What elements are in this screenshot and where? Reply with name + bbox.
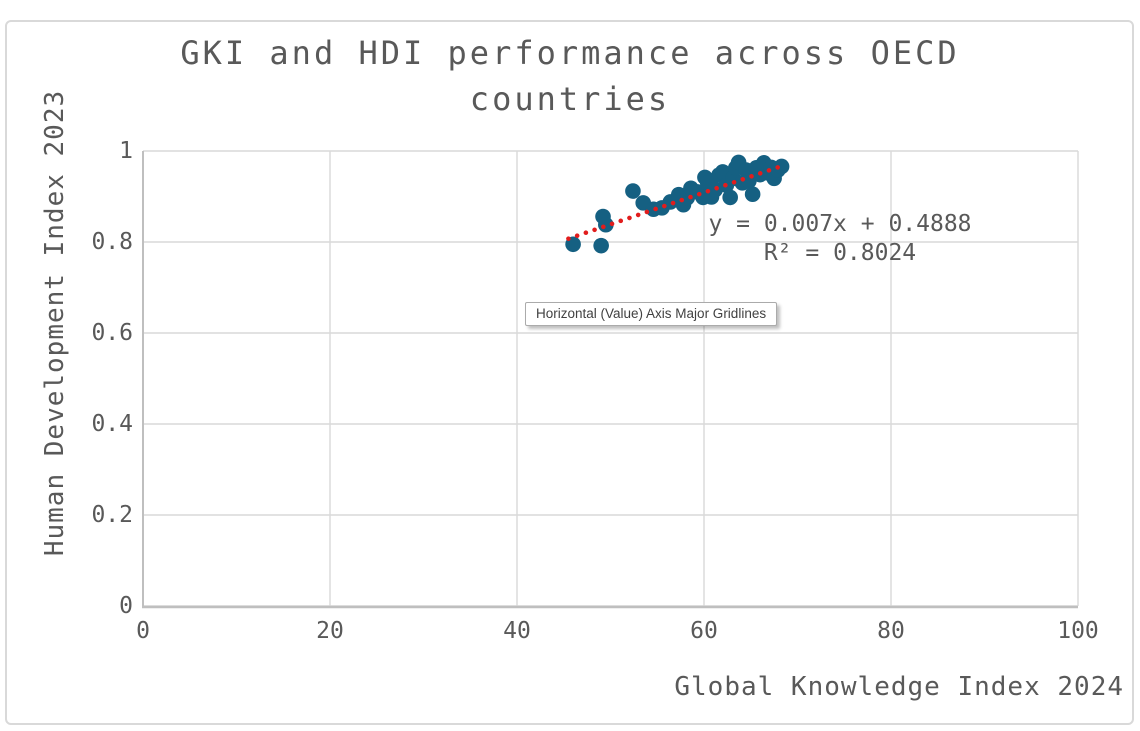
x-tick-label[interactable]: 100	[1057, 618, 1099, 644]
x-tick-label[interactable]: 20	[316, 618, 344, 644]
y-tick-label[interactable]: 1	[119, 138, 133, 164]
trendline-equation-line: y = 0.007x + 0.4888	[708, 211, 972, 237]
y-tick-label[interactable]: 0.4	[91, 411, 133, 437]
data-point[interactable]	[593, 237, 609, 254]
y-tick-label[interactable]: 0.8	[91, 229, 133, 255]
y-tick-label[interactable]: 0.2	[91, 502, 133, 528]
data-point[interactable]	[625, 183, 641, 199]
y-tick-label[interactable]: 0	[119, 593, 133, 619]
gridlines-tooltip-text: Horizontal (Value) Axis Major Gridlines	[536, 306, 767, 321]
data-point[interactable]	[744, 186, 761, 203]
x-tick-label[interactable]: 40	[503, 618, 531, 644]
trendline[interactable]	[566, 163, 786, 241]
x-tick-label[interactable]: 0	[136, 618, 150, 644]
y-axis-title[interactable]: Human Development Index 2023	[40, 89, 70, 557]
trendline-r2-line: R² = 0.8024	[763, 240, 917, 266]
data-point[interactable]	[722, 189, 738, 206]
x-tick-label[interactable]: 60	[690, 618, 718, 644]
chart-title[interactable]: GKI and HDI performance across OECD coun…	[180, 34, 960, 118]
y-tick-label[interactable]: 0.6	[91, 320, 133, 346]
gridlines-tooltip: Horizontal (Value) Axis Major Gridlines	[525, 302, 778, 326]
x-tick-label[interactable]: 80	[877, 618, 905, 644]
x-axis-title[interactable]: Global Knowledge Index 2024	[674, 672, 1124, 702]
data-point[interactable]	[773, 158, 790, 175]
trendline-equation[interactable]: y = 0.007x + 0.4888 R² = 0.8024	[690, 210, 990, 268]
